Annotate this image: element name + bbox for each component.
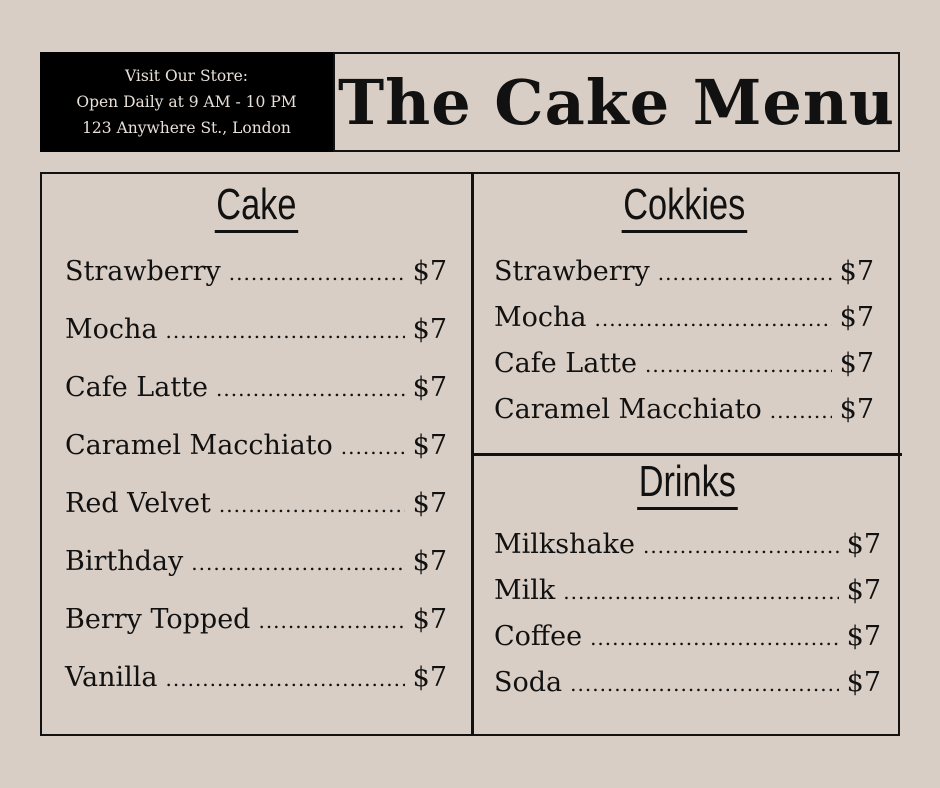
item-name: Strawberry: [65, 256, 221, 287]
drinks-section: Drinks Milkshake.........................…: [494, 457, 881, 713]
item-name: Mocha: [65, 314, 158, 345]
dot-leader: ........................................…: [228, 261, 405, 285]
section-heading-text: Cake: [214, 180, 298, 233]
item-price: $7: [412, 430, 447, 461]
store-visit-label: Visit Our Store:: [125, 67, 248, 85]
cake-section: Cake Strawberry..........................…: [65, 180, 447, 720]
item-price: $7: [839, 348, 874, 379]
menu-item: Mocha...................................…: [494, 302, 874, 348]
menu-item: Caramel Macchiato.......................…: [494, 394, 874, 440]
horizontal-divider: [472, 453, 902, 456]
menu-item: Red Velvet..............................…: [65, 488, 447, 546]
dot-leader: ........................................…: [563, 580, 838, 604]
cookies-heading: Cokkies: [494, 180, 874, 238]
menu-item: Vanilla.................................…: [65, 662, 447, 720]
item-name: Berry Topped: [65, 604, 251, 635]
store-info: Visit Our Store: Open Daily at 9 AM - 10…: [40, 52, 333, 152]
dot-leader: ........................................…: [165, 319, 405, 343]
menu-item: Milk....................................…: [494, 575, 881, 621]
item-price: $7: [846, 575, 881, 606]
drinks-heading: Drinks: [494, 457, 881, 515]
item-price: $7: [839, 394, 874, 425]
item-name: Caramel Macchiato: [65, 430, 333, 461]
menu-item: Strawberry..............................…: [65, 256, 447, 314]
cake-heading: Cake: [65, 180, 447, 238]
item-name: Caramel Macchiato: [494, 394, 762, 425]
item-price: $7: [846, 529, 881, 560]
dot-leader: ........................................…: [165, 667, 405, 691]
title-box: The Cake Menu: [333, 52, 900, 152]
item-name: Milkshake: [494, 529, 635, 560]
item-price: $7: [846, 621, 881, 652]
item-price: $7: [839, 302, 874, 333]
dot-leader: ........................................…: [590, 626, 839, 650]
item-name: Soda: [494, 667, 563, 698]
item-name: Cafe Latte: [494, 348, 638, 379]
item-price: $7: [412, 604, 447, 635]
menu-item: Caramel Macchiato.......................…: [65, 430, 447, 488]
store-address: 123 Anywhere St., London: [82, 119, 291, 137]
section-heading-text: Drinks: [637, 457, 738, 510]
menu-item: Berry Topped............................…: [65, 604, 447, 662]
menu-board: Cake Strawberry..........................…: [40, 172, 902, 736]
item-price: $7: [846, 667, 881, 698]
menu-item: Cafe Latte..............................…: [494, 348, 874, 394]
item-price: $7: [839, 256, 874, 287]
item-price: $7: [412, 662, 447, 693]
menu-item: Milkshake...............................…: [494, 529, 881, 575]
section-heading-text: Cokkies: [621, 180, 747, 233]
page-title: The Cake Menu: [338, 65, 895, 139]
menu-item: Cafe Latte..............................…: [65, 372, 447, 430]
dot-leader: ........................................…: [340, 435, 405, 459]
item-price: $7: [412, 546, 447, 577]
dot-leader: ........................................…: [216, 377, 405, 401]
dot-leader: ........................................…: [769, 399, 832, 423]
menu-item: Strawberry..............................…: [494, 256, 874, 302]
item-name: Red Velvet: [65, 488, 211, 519]
dot-leader: ........................................…: [657, 261, 832, 285]
dot-leader: ........................................…: [218, 493, 405, 517]
item-price: $7: [412, 314, 447, 345]
item-name: Vanilla: [65, 662, 158, 693]
menu-item: Birthday................................…: [65, 546, 447, 604]
item-price: $7: [412, 372, 447, 403]
item-name: Mocha: [494, 302, 587, 333]
item-name: Milk: [494, 575, 556, 606]
menu-item: Coffee..................................…: [494, 621, 881, 667]
item-name: Strawberry: [494, 256, 650, 287]
item-price: $7: [412, 256, 447, 287]
item-name: Cafe Latte: [65, 372, 209, 403]
dot-leader: ........................................…: [570, 672, 839, 696]
dot-leader: ........................................…: [258, 609, 404, 633]
item-price: $7: [412, 488, 447, 519]
dot-leader: ........................................…: [642, 534, 839, 558]
cookies-section: Cokkies Strawberry.......................…: [494, 180, 874, 440]
store-hours: Open Daily at 9 AM - 10 PM: [76, 93, 297, 111]
item-name: Coffee: [494, 621, 583, 652]
item-name: Birthday: [65, 546, 184, 577]
dot-leader: ........................................…: [594, 307, 832, 331]
menu-item: Soda....................................…: [494, 667, 881, 713]
dot-leader: ........................................…: [645, 353, 832, 377]
dot-leader: ........................................…: [191, 551, 405, 575]
menu-item: Mocha...................................…: [65, 314, 447, 372]
